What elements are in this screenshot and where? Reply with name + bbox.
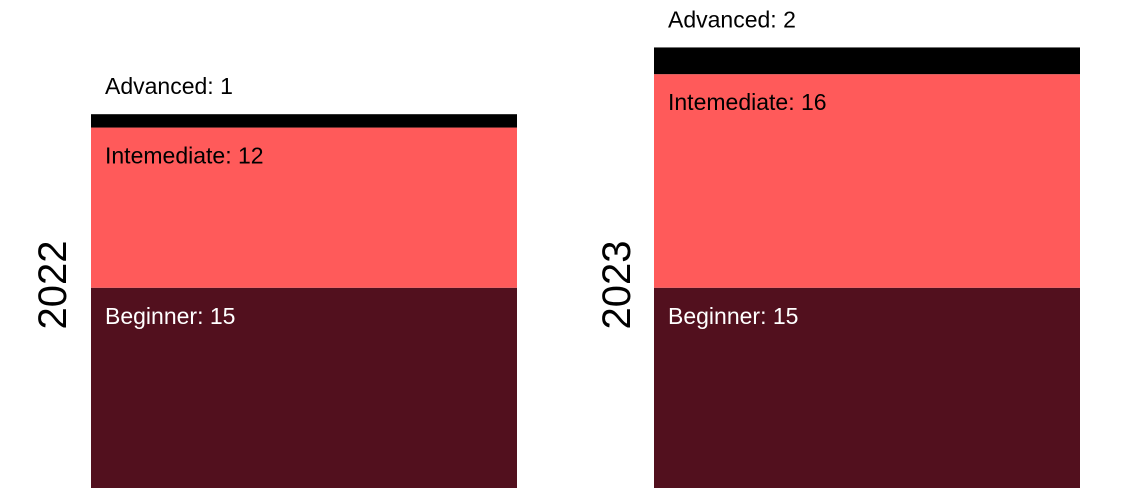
- category-label-2022: 2022: [31, 241, 75, 330]
- data-label-advanced-2022: Advanced: 1: [105, 73, 233, 99]
- data-label-intemediate-2023: Intemediate: 16: [668, 89, 827, 115]
- bar-segment-advanced-2023: [654, 47, 1080, 75]
- category-label-2023: 2023: [595, 241, 639, 330]
- bar-segment-intemediate-2022: [91, 127, 517, 288]
- bar-segment-beginner-2022: [91, 287, 517, 488]
- year-labels-layer: 2022 2023: [31, 241, 639, 330]
- bar-segment-intemediate-2023: [654, 74, 1080, 288]
- bar-segment-advanced-2022: [91, 114, 517, 128]
- data-label-beginner-2023: Beginner: 15: [668, 303, 798, 329]
- bar-segment-beginner-2023: [654, 287, 1080, 488]
- labels-layer: Beginner: 15 Intemediate: 12 Advanced: 1 Be…: [105, 6, 827, 328]
- data-label-advanced-2023: Advanced: 2: [668, 6, 796, 32]
- data-label-intemediate-2022: Intemediate: 12: [105, 143, 264, 169]
- bars-layer: [91, 47, 1080, 488]
- data-label-beginner-2022: Beginner: 15: [105, 303, 235, 329]
